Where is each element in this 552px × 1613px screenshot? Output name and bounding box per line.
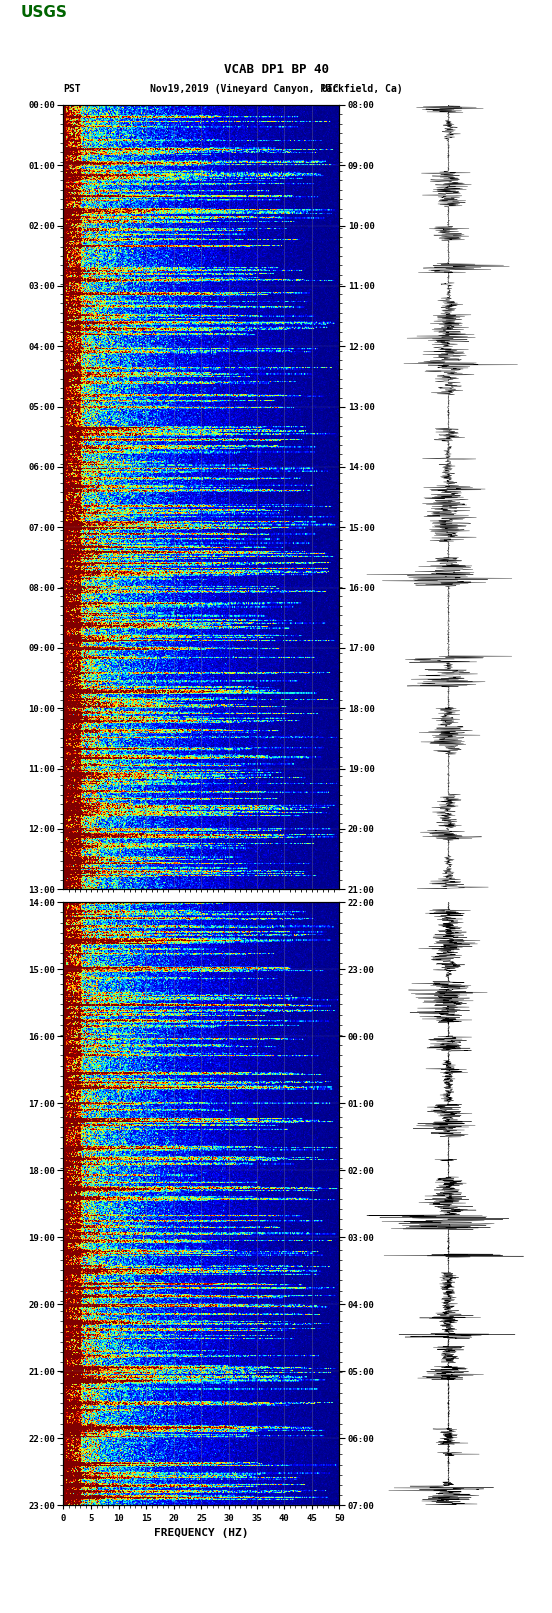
X-axis label: FREQUENCY (HZ): FREQUENCY (HZ) [154, 1528, 249, 1537]
Text: Nov19,2019 (Vineyard Canyon, Parkfield, Ca): Nov19,2019 (Vineyard Canyon, Parkfield, … [150, 84, 402, 94]
Text: PST: PST [63, 84, 81, 94]
Text: VCAB DP1 BP 40: VCAB DP1 BP 40 [224, 63, 328, 76]
Text: UTC: UTC [322, 84, 339, 94]
Text: USGS: USGS [21, 5, 68, 19]
